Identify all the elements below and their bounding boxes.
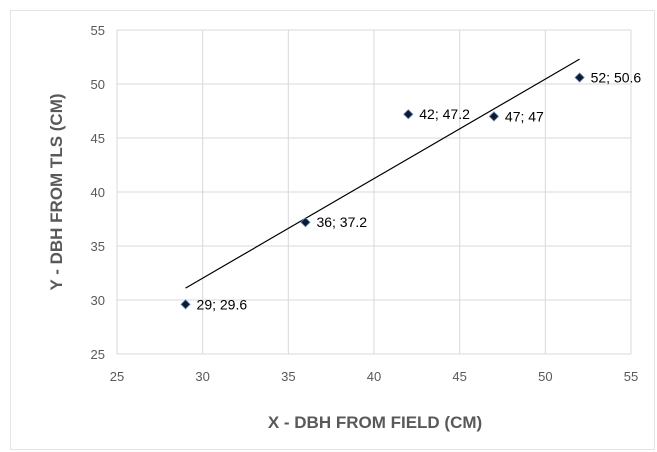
- data-label: 52; 50.6: [591, 70, 642, 86]
- x-tick-label: 40: [367, 369, 381, 384]
- y-tick-label: 40: [91, 185, 105, 200]
- data-point: [403, 109, 414, 120]
- y-tick-label: 35: [91, 239, 105, 254]
- x-tick-label: 55: [624, 369, 638, 384]
- x-axis-title: X - DBH FROM FIELD (CM): [268, 413, 482, 432]
- x-tick-label: 45: [452, 369, 466, 384]
- data-point: [574, 72, 585, 83]
- y-tick-label: 25: [91, 347, 105, 362]
- data-label: 36; 37.2: [316, 214, 367, 230]
- y-tick-labels: 25 30 35 40 45 50 55: [91, 23, 105, 362]
- y-tick-label: 45: [91, 131, 105, 146]
- y-tick-label: 55: [91, 23, 105, 38]
- data-label: 29; 29.6: [197, 296, 248, 312]
- x-tick-label: 25: [110, 369, 124, 384]
- x-tick-labels: 25 30 35 40 45 50 55: [110, 369, 638, 384]
- y-tick-label: 50: [91, 77, 105, 92]
- x-tick-label: 35: [281, 369, 295, 384]
- data-point: [300, 217, 311, 228]
- trendline-group: [185, 58, 580, 289]
- x-tick-label: 30: [195, 369, 209, 384]
- y-tick-label: 30: [91, 293, 105, 308]
- x-tick-label: 50: [538, 369, 552, 384]
- data-point: [488, 111, 500, 122]
- data-point: [180, 299, 191, 310]
- y-axis-title: Y - DBH FROM TLS (CM): [47, 93, 66, 290]
- trendline: [185, 58, 580, 289]
- data-labels: 29; 29.6 36; 37.2 42; 47.2 47; 47 52; 50.6: [197, 70, 642, 313]
- data-label: 42; 47.2: [419, 106, 470, 122]
- data-points: [180, 72, 585, 310]
- data-label: 47; 47: [505, 108, 544, 124]
- grid-lines: [116, 29, 632, 355]
